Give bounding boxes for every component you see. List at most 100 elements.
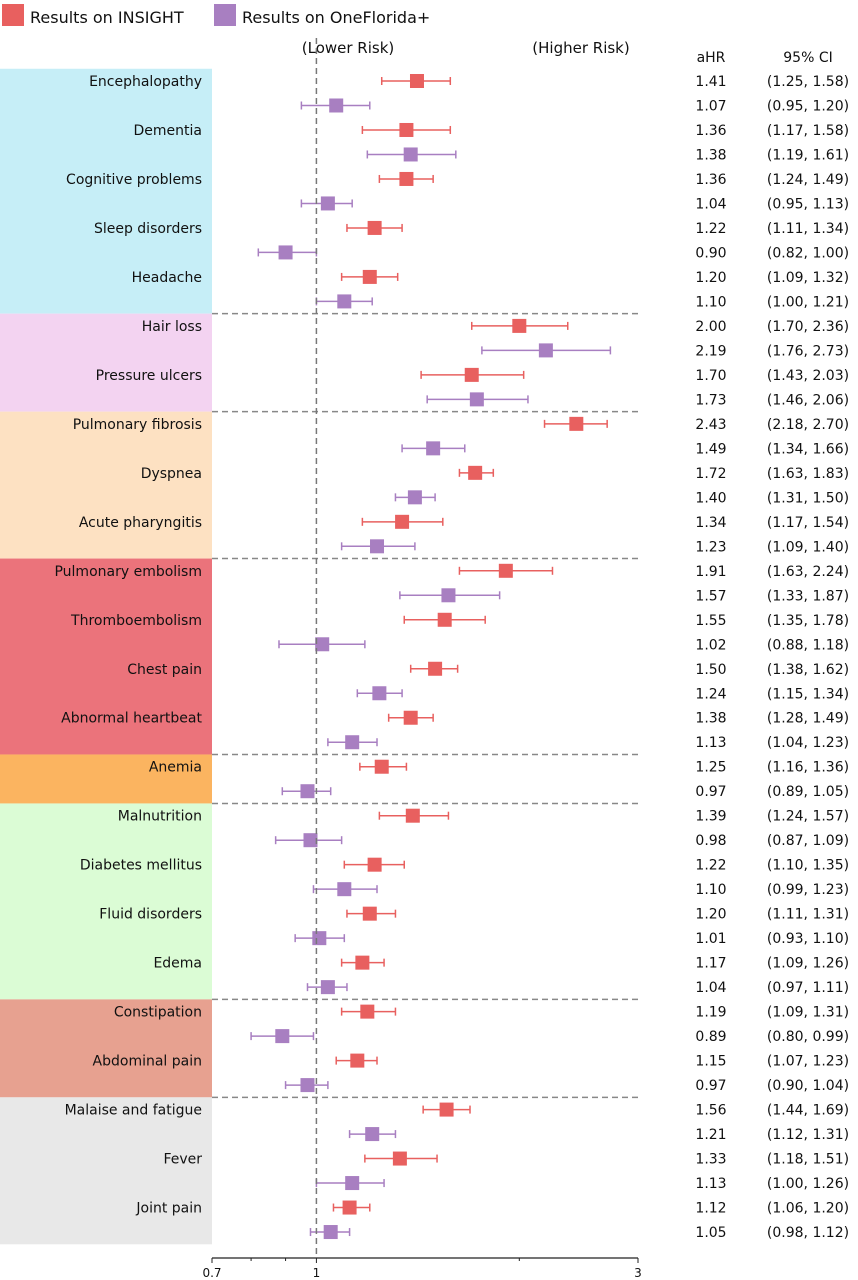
ahr-value: 1.01 [695, 931, 726, 947]
point-estimate-oneflorida [323, 1225, 338, 1240]
ci-value: (1.34, 1.66) [767, 441, 849, 457]
point-estimate-insight [399, 171, 414, 186]
point-estimate-oneflorida [275, 1029, 290, 1044]
ahr-value: 1.21 [695, 1127, 726, 1143]
point-estimate-insight [468, 465, 483, 480]
outcome-label: Headache [132, 270, 202, 286]
outcome-label: Edema [153, 956, 202, 972]
ahr-value: 1.19 [695, 1005, 726, 1021]
ahr-value: 1.22 [695, 858, 726, 874]
ahr-value: 1.24 [695, 686, 726, 702]
ci-value: (0.99, 1.23) [767, 882, 849, 898]
group-band [0, 68, 212, 314]
point-estimate-insight [395, 514, 410, 529]
ahr-value: 1.15 [695, 1054, 726, 1070]
point-estimate-oneflorida [278, 245, 293, 260]
ci-value: (1.16, 1.36) [767, 760, 849, 776]
outcome-label: Pressure ulcers [96, 368, 202, 384]
point-estimate-oneflorida [345, 1176, 360, 1191]
ci-value: (0.98, 1.12) [767, 1225, 849, 1241]
ahr-value: 1.55 [695, 613, 726, 629]
ci-value: (2.18, 2.70) [767, 417, 849, 433]
point-estimate-oneflorida [337, 294, 352, 309]
ahr-value: 1.36 [695, 172, 726, 188]
point-estimate-oneflorida [315, 637, 330, 652]
higher-risk-label: (Higher Risk) [532, 39, 629, 57]
outcome-label: Malaise and fatigue [65, 1103, 202, 1119]
ci-value: (1.18, 1.51) [767, 1152, 849, 1168]
point-estimate-insight [355, 955, 370, 970]
ahr-value: 1.39 [695, 809, 726, 825]
point-estimate-insight [405, 808, 420, 823]
point-estimate-oneflorida [337, 882, 352, 897]
point-estimate-insight [374, 759, 389, 774]
ci-value: (1.00, 1.26) [767, 1176, 849, 1192]
point-estimate-oneflorida [370, 539, 385, 554]
ci-value: (1.04, 1.23) [767, 735, 849, 751]
ahr-value: 1.05 [695, 1225, 726, 1241]
outcome-label: Pulmonary embolism [54, 564, 202, 580]
ci-value: (1.28, 1.49) [767, 711, 849, 727]
ahr-value: 2.19 [695, 343, 726, 359]
ahr-value: 1.72 [695, 466, 726, 482]
point-estimate-insight [439, 1102, 454, 1117]
point-estimate-oneflorida [469, 392, 484, 407]
group-band [0, 999, 212, 1098]
ahr-value: 1.50 [695, 662, 726, 678]
outcome-label: Acute pharyngitis [79, 515, 202, 531]
point-estimate-insight [464, 367, 479, 382]
outcome-label: Malnutrition [118, 809, 202, 825]
ci-value: (1.31, 1.50) [767, 490, 849, 506]
point-estimate-insight [392, 1151, 407, 1166]
legend-swatch-insight [2, 4, 24, 26]
point-estimate-insight [399, 122, 414, 137]
point-estimate-insight [498, 563, 513, 578]
ci-value: (0.95, 1.13) [767, 196, 849, 212]
ci-value: (1.11, 1.34) [767, 221, 849, 237]
ahr-value: 1.10 [695, 294, 726, 310]
ci-value: (1.09, 1.31) [767, 1005, 849, 1021]
ahr-value: 1.23 [695, 539, 726, 555]
outcome-label: Chest pain [127, 662, 202, 678]
point-estimate-insight [409, 74, 424, 88]
outcome-label: Abnormal heartbeat [61, 711, 202, 727]
ahr-value: 1.20 [695, 907, 726, 923]
outcome-label: Cognitive problems [66, 172, 202, 188]
group-band [0, 558, 212, 755]
legend-swatch-oneflorida [214, 4, 236, 26]
ahr-value: 1.13 [695, 1176, 726, 1192]
point-estimate-oneflorida [320, 196, 335, 211]
ahr-value: 1.10 [695, 882, 726, 898]
point-estimate-oneflorida [320, 980, 335, 995]
point-estimate-oneflorida [329, 98, 344, 113]
point-estimate-oneflorida [345, 735, 360, 750]
x-tick-label: 3 [634, 1266, 642, 1280]
point-estimate-insight [512, 318, 527, 333]
ahr-value: 1.33 [695, 1152, 726, 1168]
point-estimate-insight [367, 857, 382, 872]
outcome-label: Pulmonary fibrosis [73, 417, 202, 433]
ci-value: (0.97, 1.11) [767, 980, 849, 996]
ci-value: (1.24, 1.57) [767, 809, 849, 825]
ahr-value: 1.91 [695, 564, 726, 580]
ci-value: (0.93, 1.10) [767, 931, 849, 947]
outcome-label: Diabetes mellitus [80, 858, 202, 874]
ahr-value: 0.97 [695, 784, 726, 800]
ahr-value: 1.38 [695, 147, 726, 163]
ci-value: (1.46, 2.06) [767, 392, 849, 408]
outcome-label: Abdominal pain [93, 1054, 202, 1070]
ci-value: (1.43, 2.03) [767, 368, 849, 384]
point-estimate-oneflorida [312, 931, 327, 946]
ahr-value: 1.56 [695, 1103, 726, 1119]
ahr-value: 1.22 [695, 221, 726, 237]
ahr-value: 1.25 [695, 760, 726, 776]
point-estimate-insight [403, 710, 418, 725]
ahr-value: 1.40 [695, 490, 726, 506]
ahr-value: 1.70 [695, 368, 726, 384]
ci-value: (1.38, 1.62) [767, 662, 849, 678]
point-estimate-oneflorida [365, 1127, 380, 1142]
ci-value: (1.00, 1.21) [767, 294, 849, 310]
ahr-value: 1.07 [695, 98, 726, 114]
